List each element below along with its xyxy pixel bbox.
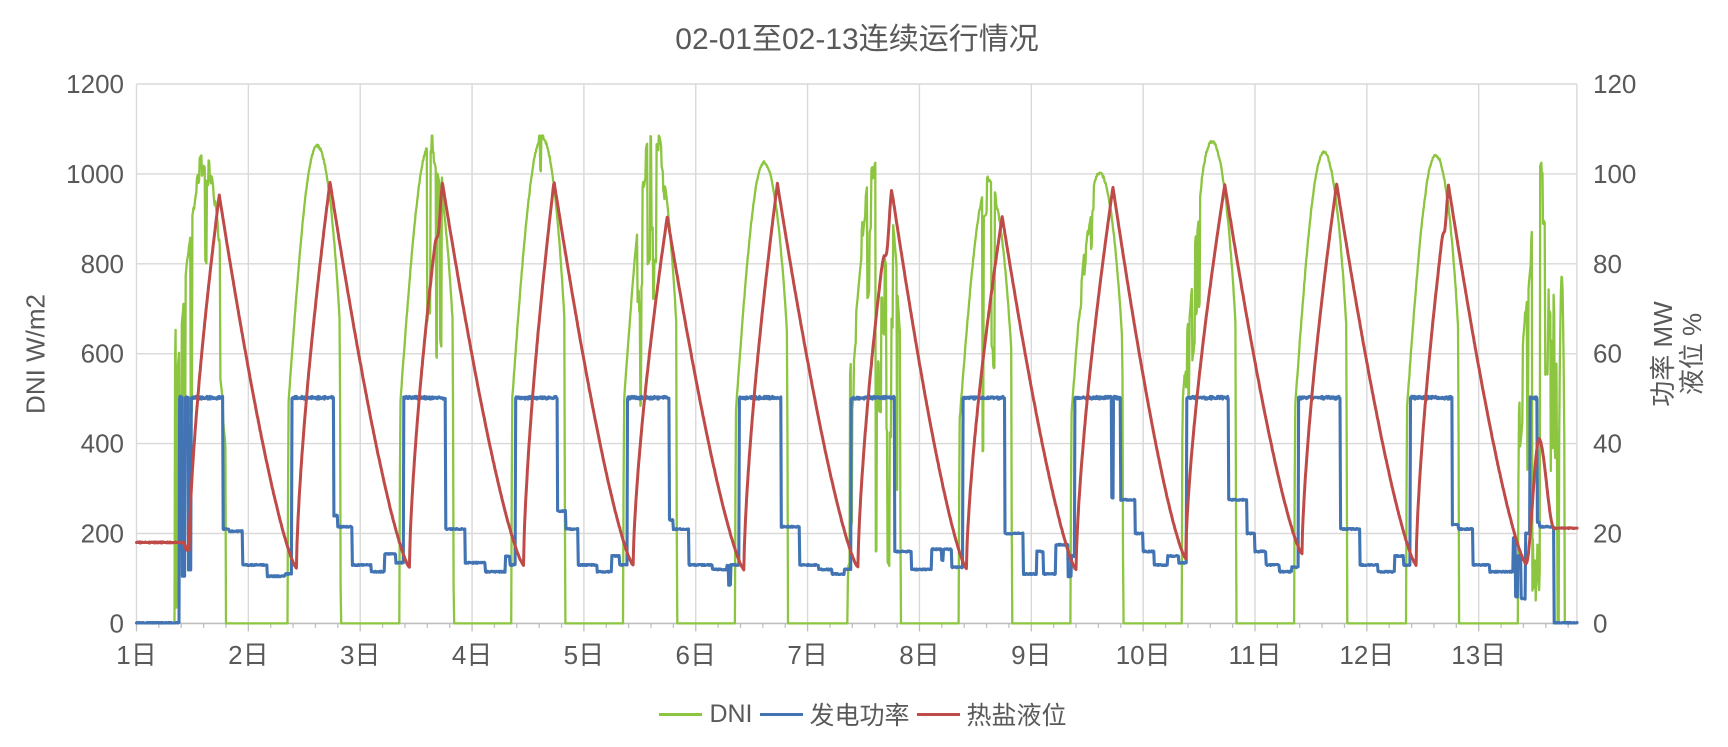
legend: DNI 发电功率 热盐液位: [0, 696, 1726, 732]
x-tick-label: 10日: [1116, 640, 1171, 670]
x-tick-label: 2日: [228, 640, 268, 670]
y-right-tick-label: 60: [1593, 339, 1622, 369]
x-tick-label: 11日: [1229, 640, 1282, 670]
x-tick-label: 4日: [452, 640, 492, 670]
y-left-tick-label: 0: [110, 608, 124, 638]
y-axis-title-left: DNI W/m2: [20, 294, 51, 414]
y-left-tick-label: 600: [81, 339, 124, 369]
y-right-tick-label: 100: [1593, 159, 1636, 189]
x-tick-label: 5日: [564, 640, 604, 670]
x-tick-label: 1日: [116, 640, 156, 670]
y-right-tick-label: 120: [1593, 69, 1636, 99]
y-left-tick-label: 200: [81, 519, 124, 549]
y-right-tick-label: 40: [1593, 429, 1622, 459]
y-left-tick-label: 400: [81, 429, 124, 459]
series-line-1: [134, 394, 1579, 625]
legend-swatch-salt: [916, 712, 960, 716]
x-tick-label: 3日: [340, 640, 380, 670]
y-left-tick-label: 1200: [66, 69, 124, 99]
legend-swatch-power: [759, 712, 803, 716]
legend-swatch-dni: [659, 712, 703, 716]
legend-label-salt: 热盐液位: [966, 702, 1067, 730]
x-tick-label: 12日: [1339, 640, 1394, 670]
x-tick-label: 9日: [1011, 640, 1051, 670]
series-line-2: [135, 180, 1579, 572]
legend-item-power: 发电功率: [759, 696, 910, 732]
legend-item-salt: 热盐液位: [916, 696, 1067, 732]
x-tick-label: 13日: [1451, 640, 1506, 670]
legend-label-power: 发电功率: [809, 702, 910, 730]
y-left-tick-label: 800: [81, 249, 124, 279]
y-right-tick-label: 20: [1593, 519, 1622, 549]
chart-title: 02-01至02-13连续运行情况: [675, 23, 1039, 56]
series-line-0: [135, 134, 1579, 625]
legend-item-dni: DNI: [659, 699, 753, 729]
legend-label-dni: DNI: [709, 699, 753, 728]
y-axis-title-right: 功率 MW 液位 %: [1648, 301, 1707, 407]
y-axis-title-right-line1: 功率 MW: [1648, 301, 1678, 407]
x-tick-label: 7日: [787, 640, 827, 670]
y-left-tick-label: 1000: [66, 159, 124, 189]
x-tick-label: 6日: [676, 640, 716, 670]
y-right-tick-label: 0: [1593, 608, 1607, 638]
x-tick-label: 8日: [899, 640, 939, 670]
y-axis-title-right-line2: 液位 %: [1677, 312, 1707, 396]
y-right-tick-label: 80: [1593, 249, 1622, 279]
